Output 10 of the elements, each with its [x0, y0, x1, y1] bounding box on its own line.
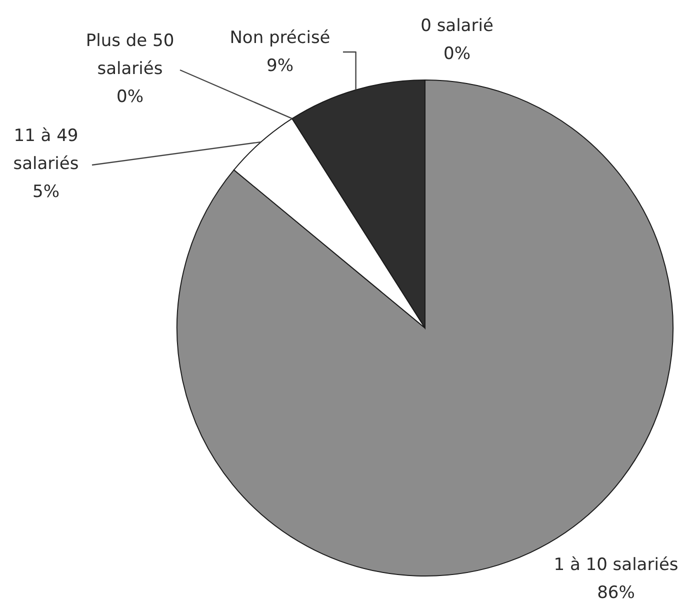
- category-label: Plus de 50 salariés: [86, 30, 174, 79]
- slice-label: 11 à 49 salariés: [13, 126, 79, 174]
- data-label: 9%: [266, 56, 294, 76]
- data-label: 5%: [32, 182, 60, 202]
- text: 0%: [444, 44, 470, 64]
- category-label: 0 salarié: [420, 16, 494, 36]
- slice-label: Non précisé: [230, 28, 330, 48]
- slice-label: 1 à 10 salariés: [554, 554, 678, 575]
- data-label: 86%: [597, 582, 635, 603]
- text: 0%: [116, 86, 144, 107]
